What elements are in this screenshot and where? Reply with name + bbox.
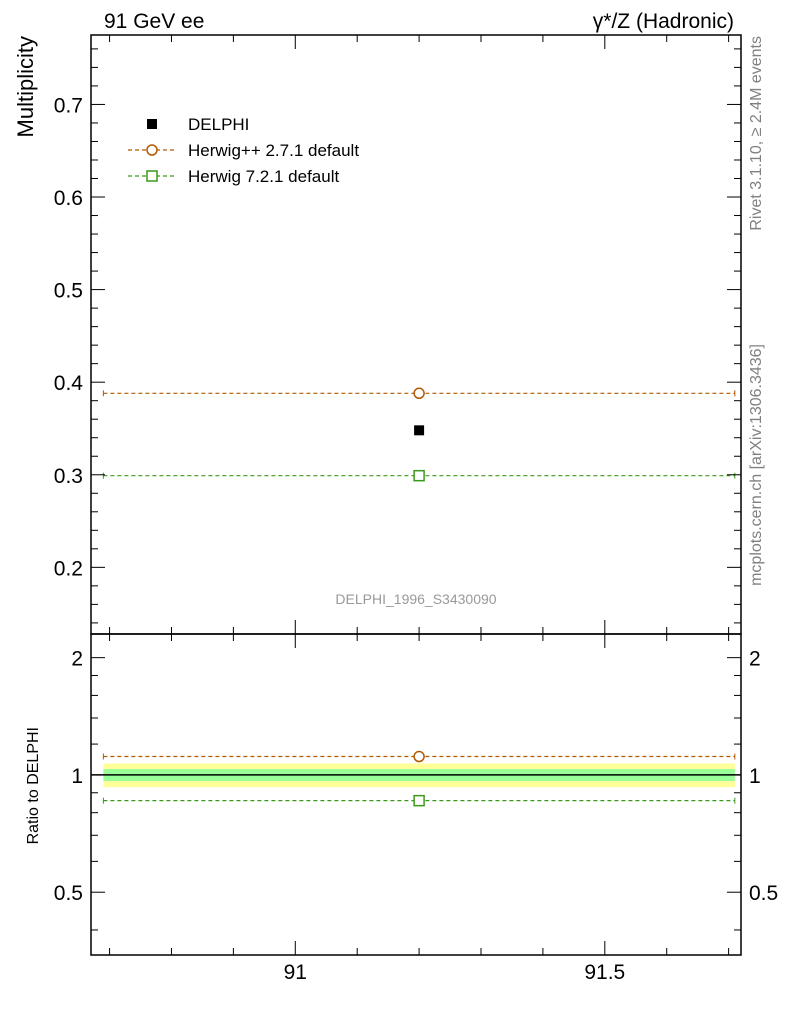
- main-ytick-label: 0.6: [54, 187, 83, 210]
- ratio-frame: [90, 633, 742, 956]
- ratio-ytick-label-right: 1: [749, 765, 761, 788]
- main-ytick-label: 0.7: [54, 94, 83, 117]
- legend-marker-delphi: [147, 119, 157, 129]
- main-point-delphi: [414, 425, 425, 436]
- legend-marker-herwig-7-2-1-default: [146, 170, 158, 182]
- legend-label-delphi: DELPHI: [188, 115, 249, 134]
- ratio-ytick-label: 0.5: [54, 882, 83, 905]
- ratio-point-herwig-7-2-1-default: [413, 794, 425, 807]
- xtick-label: 91.5: [584, 961, 625, 984]
- analysis-watermark: DELPHI_1996_S3430090: [335, 591, 496, 607]
- header-right: γ*/Z (Hadronic): [593, 10, 734, 33]
- ratio-point-herwig-2-7-1-default: [413, 750, 425, 763]
- main-ytick-label: 0.4: [54, 372, 84, 395]
- data-marks: [413, 387, 425, 807]
- main-ylabel: Multiplicity: [13, 36, 38, 137]
- main-ytick-label: 0.5: [54, 280, 83, 303]
- ratio-ytick-label: 1: [71, 765, 83, 788]
- ratio-bands: [91, 763, 741, 788]
- ratio-ytick-label-right: 0.5: [749, 882, 778, 905]
- ratio-ytick-label-right: 2: [749, 648, 761, 671]
- main-ytick-label: 0.2: [54, 557, 83, 580]
- header-left: 91 GeV ee: [104, 10, 204, 33]
- main-point-herwig-7-2-1-default: [413, 469, 425, 482]
- legend: DELPHI Herwig++ 2.7.1 default Herwig 7.2.1…: [128, 115, 359, 186]
- ticks: 0.2 0.3 0.4 0.5 0.6 0.7 0.5 0.5 1 1 2 2 91 91.5: [54, 35, 778, 984]
- legend-label-herwig-2-7-1-default: Herwig++ 2.7.1 default: [188, 141, 359, 160]
- legend-label-herwig-7-2-1-default: Herwig 7.2.1 default: [188, 167, 339, 186]
- side-label-mcplots: mcplots.cern.ch [arXiv:1306.3436]: [748, 344, 765, 586]
- main-ytick-label: 0.3: [54, 465, 83, 488]
- main-point-herwig-2-7-1-default: [413, 387, 425, 400]
- side-label-rivet: Rivet 3.1.10, ≥ 2.4M events: [748, 36, 765, 231]
- ratio-ytick-label: 2: [71, 648, 83, 671]
- xtick-label: 91: [284, 961, 307, 984]
- ratio-ylabel: Ratio to DELPHI: [25, 727, 42, 844]
- frames: [90, 34, 742, 956]
- legend-marker-herwig-2-7-1-default: [146, 144, 158, 156]
